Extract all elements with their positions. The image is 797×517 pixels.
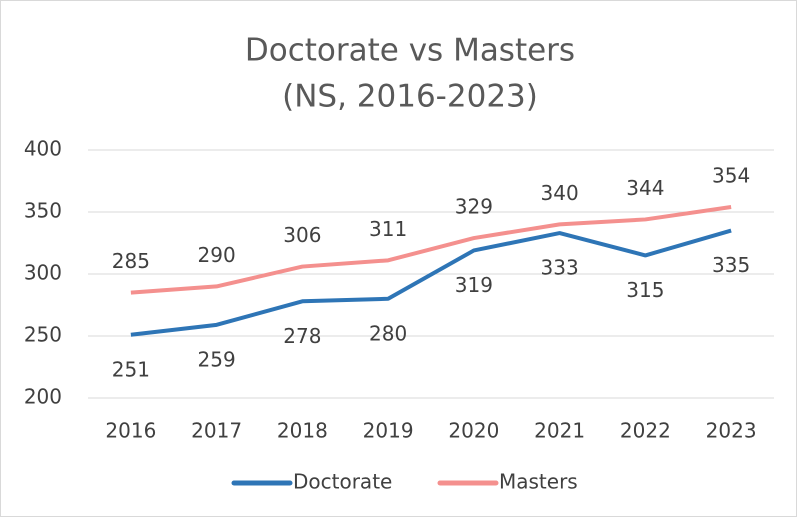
x-tick-label: 2020	[448, 419, 499, 443]
data-label: 319	[455, 273, 493, 297]
data-label: 340	[541, 181, 579, 205]
x-tick-label: 2022	[620, 419, 671, 443]
data-label: 335	[712, 253, 750, 277]
data-label: 290	[198, 243, 236, 267]
x-tick-label: 2018	[277, 419, 328, 443]
legend-label: Masters	[499, 470, 578, 494]
series-line	[130, 205, 732, 295]
data-label: 306	[283, 223, 321, 247]
y-tick-label: 350	[24, 199, 62, 223]
data-label: 285	[112, 249, 150, 273]
chart-title: Doctorate vs Masters	[245, 33, 575, 69]
chart-subtitle: (NS, 2016-2023)	[282, 79, 538, 115]
y-tick-label: 300	[24, 261, 62, 285]
data-label: 251	[112, 357, 150, 381]
data-label: 259	[198, 347, 236, 371]
data-label: 280	[369, 321, 407, 345]
data-label: 333	[541, 256, 579, 280]
x-tick-label: 2021	[534, 419, 585, 443]
x-tick-label: 2019	[363, 419, 414, 443]
series-line	[130, 228, 732, 337]
data-label: 354	[712, 164, 750, 188]
data-label: 344	[626, 176, 664, 200]
data-label: 315	[626, 278, 664, 302]
data-label: 278	[283, 324, 321, 348]
y-tick-label: 400	[24, 137, 62, 161]
data-label: 311	[369, 217, 407, 241]
y-tick-label: 200	[24, 385, 62, 409]
y-tick-label: 250	[24, 323, 62, 347]
data-label: 329	[455, 195, 493, 219]
x-tick-label: 2023	[706, 419, 757, 443]
legend-label: Doctorate	[293, 470, 392, 494]
x-tick-label: 2017	[191, 419, 242, 443]
x-tick-label: 2016	[105, 419, 156, 443]
